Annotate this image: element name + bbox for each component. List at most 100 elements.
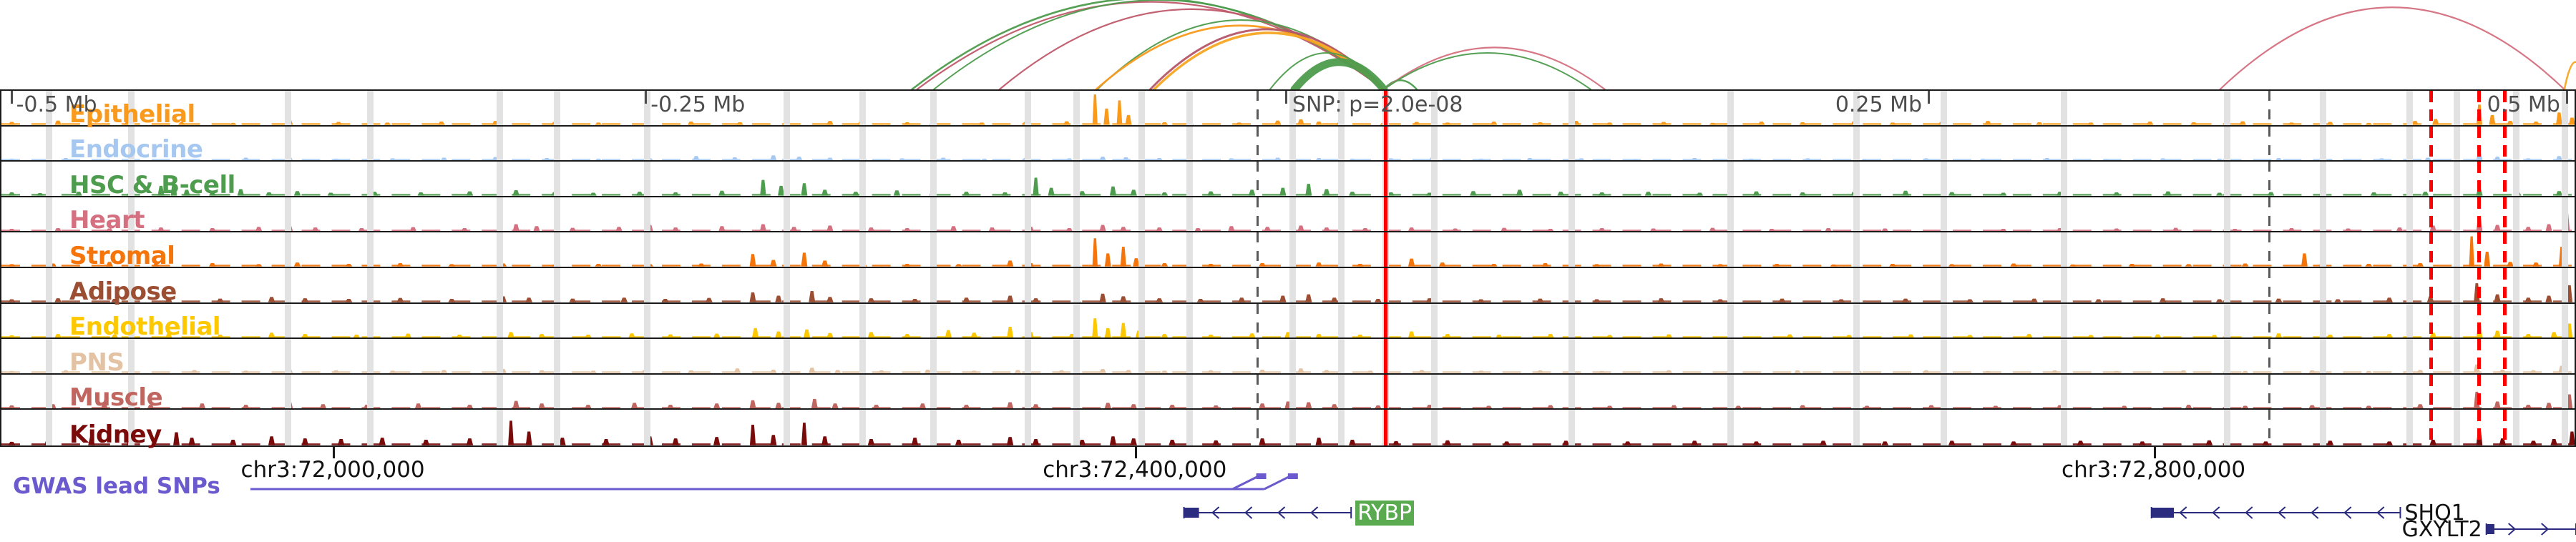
gene-name-label[interactable]: SHQ1 (2404, 501, 2465, 526)
highlight-band (2512, 162, 2519, 196)
highlight-band (1024, 410, 1031, 445)
gene-exon-block (2486, 524, 2494, 534)
guide-line (2268, 232, 2270, 267)
highlight-band (784, 91, 791, 125)
highlight-band (1430, 303, 1438, 338)
highlight-band (784, 232, 791, 267)
snp-marker-line (2429, 374, 2433, 409)
gene-strand-arrow (2245, 506, 2253, 519)
loop-arc (1095, 24, 1385, 89)
gene-name-label[interactable]: GXYLT2 (2401, 517, 2482, 542)
highlight-band (930, 197, 937, 232)
track-label: PNS (69, 348, 125, 377)
highlight-band (1568, 267, 1576, 302)
track-label: Stromal (69, 241, 175, 270)
highlight-band (553, 126, 560, 161)
highlight-band (366, 162, 374, 196)
signal-track-adipose: Adipose (1, 267, 2575, 304)
highlight-band (553, 303, 560, 338)
highlight-band (285, 197, 292, 232)
highlight-band (1289, 126, 1297, 161)
highlight-band (2319, 374, 2326, 409)
snp-marker-line (2477, 339, 2482, 373)
signal-profile (1, 420, 2575, 445)
highlight-band (930, 232, 937, 267)
highlight-band (553, 339, 560, 373)
snp-marker-line (2477, 126, 2482, 161)
highlight-band (1338, 267, 1345, 302)
highlight-band (784, 267, 791, 302)
gene-strand-arrow (2212, 506, 2220, 519)
gwas-lead-snp-marker[interactable] (1256, 473, 1267, 479)
highlight-band (2319, 410, 2326, 445)
gene-strand-arrow (2278, 506, 2286, 519)
highlight-band (1727, 162, 1734, 196)
highlight-band (1338, 126, 1345, 161)
highlight-band (1941, 232, 1948, 267)
guide-line (2268, 410, 2270, 445)
highlight-band (45, 374, 52, 409)
highlight-band (1941, 126, 1948, 161)
coordinate-axis: chr3:72,000,000 chr3:72,400,000 chr3:72,80… (0, 447, 2576, 483)
highlight-band (643, 232, 650, 267)
guide-line (1256, 267, 1259, 302)
highlight-band (1430, 410, 1438, 445)
highlight-band (2060, 91, 2067, 125)
snp-marker-line (2503, 303, 2507, 338)
highlight-band (930, 410, 937, 445)
highlight-band (2562, 267, 2568, 302)
guide-line (2268, 303, 2270, 338)
gene-strand-arrow (1244, 506, 1253, 519)
snp-marker-line (2503, 374, 2507, 409)
highlight-band (1853, 232, 1860, 267)
highlight-band (1289, 91, 1297, 125)
highlight-band (1073, 339, 1080, 373)
snp-marker-line (2477, 267, 2482, 302)
axis-label: 0.5 Mb (2487, 92, 2560, 117)
highlight-band (553, 91, 560, 125)
highlight-band (1138, 91, 1145, 125)
highlight-band (553, 410, 560, 445)
snp-marker-line (2503, 162, 2507, 196)
gwas-snp-marks (250, 473, 1298, 491)
highlight-band (2562, 232, 2568, 267)
guide-line (1256, 410, 1259, 445)
highlight-band (1138, 339, 1145, 373)
highlight-band (1289, 267, 1297, 302)
highlight-band (2562, 91, 2568, 125)
gene-name-label[interactable]: RYBP (1355, 501, 1415, 526)
highlight-band (930, 162, 937, 196)
gwas-lead-snps-track[interactable]: GWAS lead SNPs (0, 473, 2576, 506)
highlight-band (1941, 339, 1948, 373)
highlight-band (643, 339, 650, 373)
guide-line (1256, 303, 1259, 338)
gene-strand-arrow (2376, 506, 2385, 519)
highlight-band (45, 267, 52, 302)
snp-marker-line (2477, 197, 2482, 232)
highlight-band (1138, 410, 1145, 445)
guide-line (2268, 339, 2270, 373)
snp-marker-line (2503, 267, 2507, 302)
highlight-band (643, 303, 650, 338)
axis-tick (10, 91, 13, 104)
signal-profile (1, 236, 2575, 267)
snp-marker-line (2477, 162, 2482, 196)
highlight-band (1024, 303, 1031, 338)
highlight-band (2562, 374, 2568, 409)
gwas-lead-snp-marker[interactable] (1287, 473, 1298, 479)
highlight-band (285, 339, 292, 373)
snp-marker-line (1383, 126, 1387, 161)
highlight-band (2319, 339, 2326, 373)
gene-strand-arrow (2508, 523, 2517, 536)
loop-arc (916, 1, 1385, 89)
highlight-band (2224, 267, 2231, 302)
track-label: Endocrine (69, 135, 203, 164)
signal-profile (1, 317, 2575, 338)
highlight-band (1941, 267, 1948, 302)
signal-track-hsc-b-cell: HSC & B-cell (1, 162, 2575, 197)
highlight-band (496, 197, 503, 232)
coordinate-tick (333, 447, 336, 458)
highlight-band (2512, 303, 2519, 338)
highlight-band (2224, 339, 2231, 373)
highlight-band (1138, 303, 1145, 338)
